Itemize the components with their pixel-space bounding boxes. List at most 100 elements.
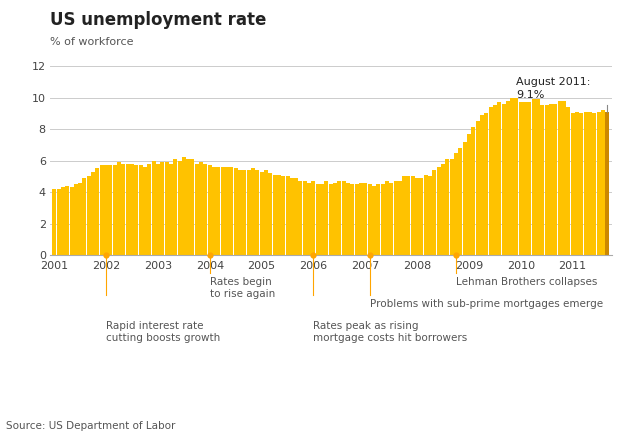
Bar <box>152 161 155 255</box>
Text: Rapid interest rate
cutting boosts growth: Rapid interest rate cutting boosts growt… <box>106 321 220 343</box>
Bar <box>186 159 190 255</box>
Bar <box>221 167 225 255</box>
Bar <box>462 142 467 255</box>
Bar <box>169 164 173 255</box>
Bar <box>502 104 505 255</box>
Bar <box>398 181 402 255</box>
Bar <box>156 164 160 255</box>
Bar <box>415 178 419 255</box>
Text: Lehman Brothers collapses: Lehman Brothers collapses <box>456 277 597 287</box>
Bar <box>268 173 272 255</box>
Bar <box>230 167 233 255</box>
Bar <box>376 184 380 255</box>
Bar <box>307 183 311 255</box>
Bar <box>558 101 562 255</box>
Bar <box>95 169 99 255</box>
Bar <box>424 175 427 255</box>
Bar <box>372 186 376 255</box>
Bar <box>290 178 294 255</box>
Bar <box>217 167 220 255</box>
Bar <box>575 112 579 255</box>
Bar <box>579 113 583 255</box>
Bar <box>381 184 384 255</box>
Bar <box>592 113 596 255</box>
Bar <box>260 172 263 255</box>
Bar <box>113 165 117 255</box>
Bar <box>286 176 290 255</box>
Bar <box>553 104 557 255</box>
Bar <box>605 112 609 255</box>
Bar <box>597 112 600 255</box>
Bar <box>100 165 104 255</box>
Text: Rates peak as rising
mortgage costs hit borrowers: Rates peak as rising mortgage costs hit … <box>313 321 468 343</box>
Text: Rates begin
to rise again: Rates begin to rise again <box>210 277 275 299</box>
Bar <box>467 134 471 255</box>
Bar <box>87 176 90 255</box>
Bar <box>182 158 186 255</box>
Bar <box>234 169 238 255</box>
Bar <box>246 170 251 255</box>
Bar <box>368 184 371 255</box>
Bar <box>203 164 207 255</box>
Bar <box>320 184 324 255</box>
Bar <box>147 164 151 255</box>
Bar <box>523 102 527 255</box>
Bar <box>406 176 411 255</box>
Bar <box>173 159 177 255</box>
Bar <box>316 184 319 255</box>
Bar <box>324 181 328 255</box>
Bar <box>363 183 368 255</box>
Text: Source: US Department of Labor: Source: US Department of Labor <box>6 421 175 431</box>
Bar <box>493 106 497 255</box>
Bar <box>333 183 337 255</box>
Bar <box>588 112 592 255</box>
Bar <box>264 170 268 255</box>
Bar <box>549 104 553 255</box>
Bar <box>165 162 168 255</box>
Bar <box>389 183 393 255</box>
Bar <box>475 121 480 255</box>
Bar <box>437 167 441 255</box>
Bar <box>506 101 510 255</box>
Bar <box>91 172 95 255</box>
Bar <box>311 181 315 255</box>
Bar <box>52 189 56 255</box>
Bar <box>402 176 406 255</box>
Bar <box>178 161 182 255</box>
Bar <box>134 165 139 255</box>
Bar <box>242 170 246 255</box>
Text: % of workforce: % of workforce <box>50 37 134 48</box>
Bar <box>195 164 199 255</box>
Bar <box>238 170 242 255</box>
Bar <box>480 115 484 255</box>
Bar <box>601 110 605 255</box>
Bar <box>66 186 69 255</box>
Bar <box>82 178 87 255</box>
Bar <box>385 181 389 255</box>
Bar <box>160 162 164 255</box>
Bar <box>225 167 229 255</box>
Bar <box>545 106 548 255</box>
Bar <box>338 181 341 255</box>
Bar <box>583 112 588 255</box>
Bar <box>212 167 216 255</box>
Bar <box>527 102 532 255</box>
Bar <box>454 153 458 255</box>
Bar <box>536 99 540 255</box>
Bar <box>57 189 61 255</box>
Bar <box>125 164 130 255</box>
Bar <box>251 169 255 255</box>
Bar <box>255 170 259 255</box>
Bar <box>143 167 147 255</box>
Bar <box>117 162 121 255</box>
Bar <box>342 181 346 255</box>
Bar <box>190 159 195 255</box>
Bar <box>471 128 475 255</box>
Bar <box>281 176 285 255</box>
Bar <box>446 159 449 255</box>
Bar <box>515 98 519 255</box>
Bar <box>350 184 354 255</box>
Bar <box>277 175 281 255</box>
Bar <box>432 170 436 255</box>
Bar <box>78 183 82 255</box>
